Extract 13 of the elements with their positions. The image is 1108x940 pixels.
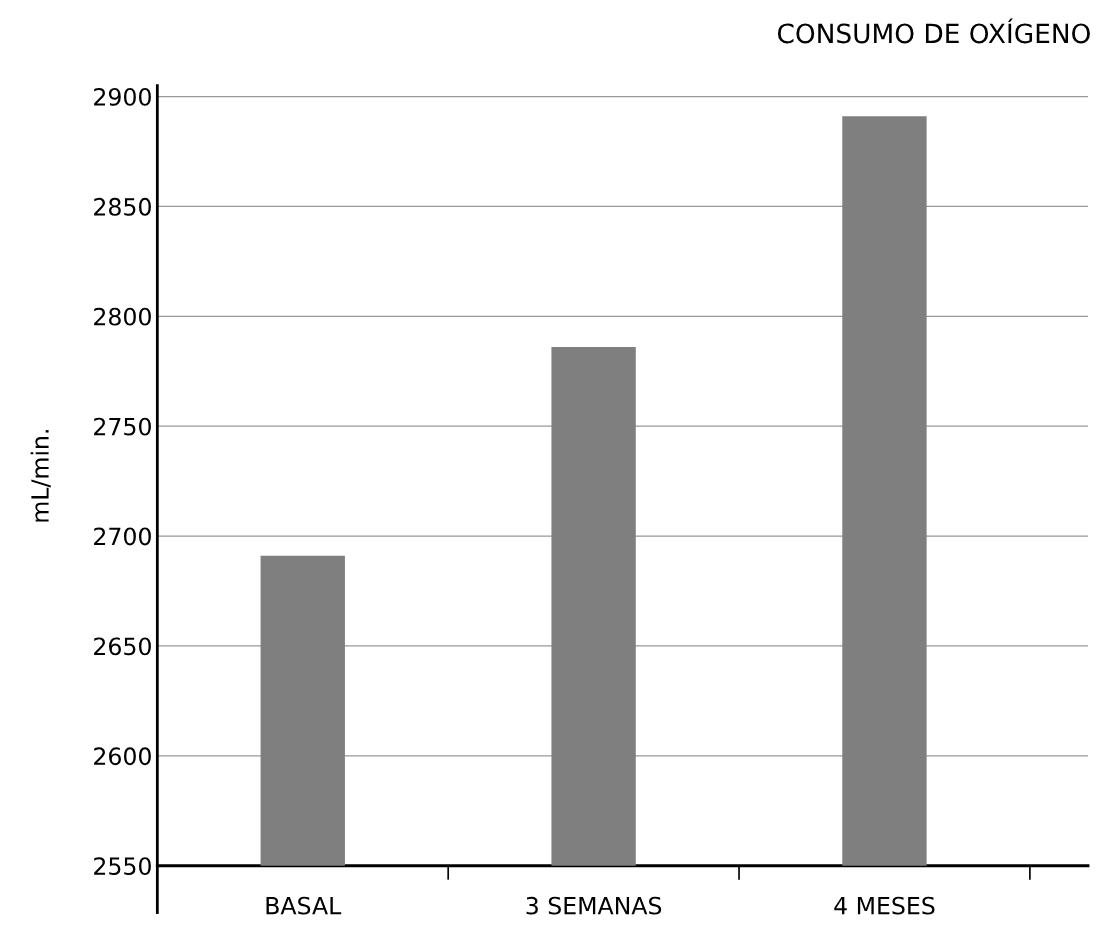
y-tick-label: 2600 [94, 747, 151, 766]
chart-title: CONSUMO DE OXÍGENO [777, 18, 1090, 44]
y-tick-label: 2650 [94, 637, 151, 656]
y-tick-label: 2900 [94, 87, 151, 106]
y-tick-label: 2800 [94, 307, 151, 326]
x-tick-label: 4 MESES [834, 896, 935, 915]
y-tick-label: 2750 [94, 417, 151, 436]
x-tick-label: BASAL [266, 896, 342, 915]
y-axis-title: mL/min. [30, 430, 51, 522]
y-tick-label: 2700 [94, 527, 151, 546]
y-tick-label: 2550 [94, 857, 151, 876]
y-tick-label: 2850 [94, 197, 151, 216]
x-tick-label: 3 SEMANAS [526, 896, 662, 915]
